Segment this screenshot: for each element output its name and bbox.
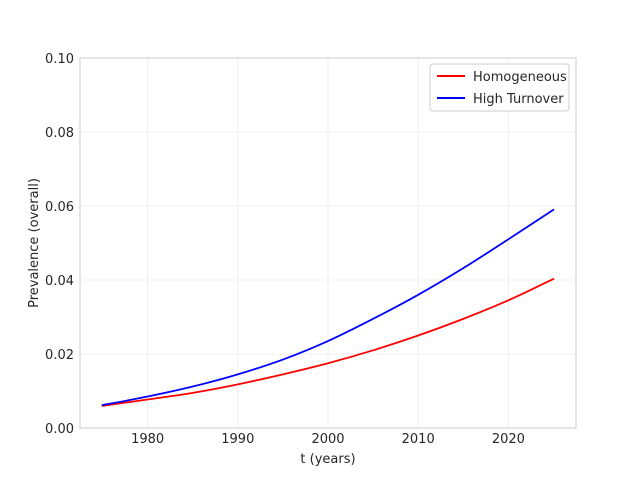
legend-label-homogeneous: Homogeneous <box>473 70 567 85</box>
y-tick-label: 0.06 <box>45 200 74 215</box>
y-tick-label: 0.02 <box>45 348 74 363</box>
x-axis-label: t (years) <box>300 452 355 467</box>
y-tick-label: 0.04 <box>45 274 74 289</box>
x-tick-label: 1980 <box>131 432 164 447</box>
x-tick-label: 2010 <box>402 432 435 447</box>
x-tick-label: 1990 <box>221 432 254 447</box>
series-line-homogeneous <box>101 277 555 407</box>
x-tick-labels: 1980 1990 2000 2010 2020 <box>131 432 525 447</box>
series-lines <box>101 208 555 407</box>
series-line-high-turnover <box>101 208 555 406</box>
x-tick-label: 2020 <box>492 432 525 447</box>
y-tick-label: 0.10 <box>45 52 74 67</box>
legend-label-high-turnover: High Turnover <box>473 92 564 107</box>
y-tick-labels: 0.00 0.02 0.04 0.06 0.08 0.10 <box>45 52 74 437</box>
y-tick-label: 0.00 <box>45 422 74 437</box>
y-axis-label: Prevalence (overall) <box>27 178 42 308</box>
plot-frame <box>79 57 577 429</box>
y-tick-label: 0.08 <box>45 126 74 141</box>
x-tick-label: 2000 <box>311 432 344 447</box>
legend: Homogeneous High Turnover <box>429 63 570 112</box>
